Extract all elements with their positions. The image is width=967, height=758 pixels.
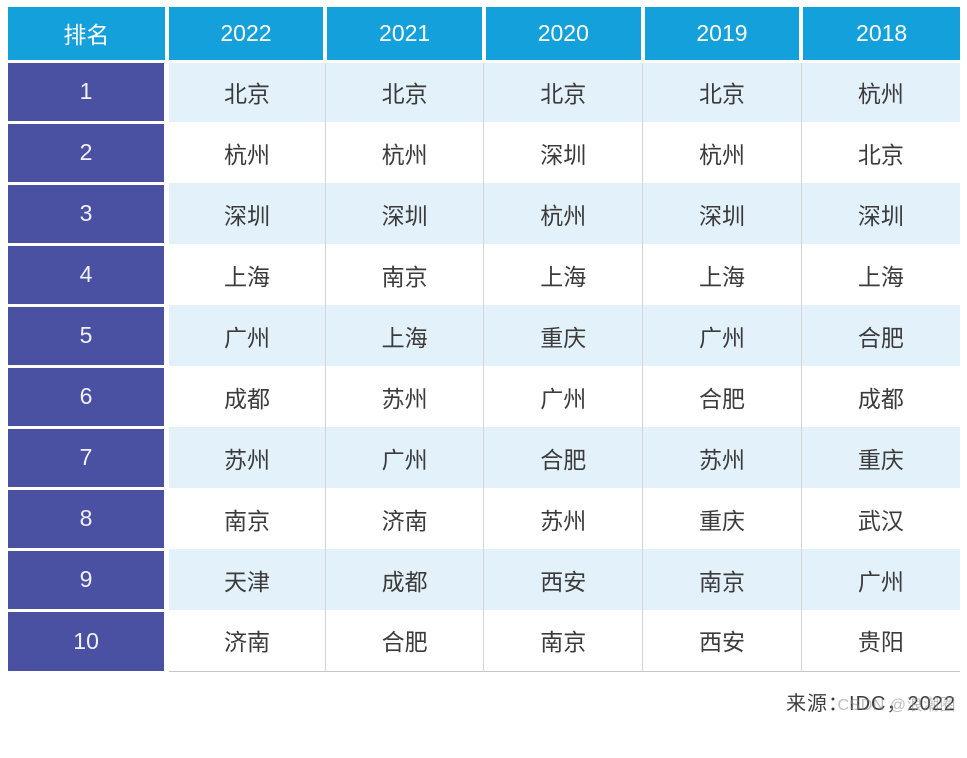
city-cell: 杭州 [801,61,960,122]
city-cell: 合肥 [801,305,960,366]
table-row: 7 苏州 广州 合肥 苏州 重庆 [8,427,960,490]
footer: 来源：IDC，2022 CSDN @浪潮圈 [8,672,960,716]
city-cell: 合肥 [642,366,802,427]
city-cell: 杭州 [642,122,802,183]
city-cell: 济南 [166,610,326,672]
city-cell: 上海 [166,244,326,305]
source-note: 来源：IDC，2022 [786,692,956,715]
city-cell: 广州 [801,549,960,610]
city-cell: 重庆 [801,427,960,488]
city-cell: 济南 [325,488,485,549]
city-cell: 杭州 [166,122,326,183]
rank-cell: 2 [8,122,170,185]
table-row: 9 天津 成都 西安 南京 广州 [8,549,960,612]
city-cell: 上海 [801,244,960,305]
header-cell-2021: 2021 [325,7,486,63]
rank-cell: 7 [8,427,170,490]
header-cell-2020: 2020 [483,7,645,63]
rank-cell: 10 [8,610,170,671]
rank-cell: 8 [8,488,170,551]
city-cell: 广州 [325,427,485,488]
city-cell: 武汉 [801,488,960,549]
city-cell: 广州 [166,305,326,366]
city-cell: 杭州 [483,183,644,244]
city-cell: 广州 [483,366,644,427]
city-cell: 北京 [325,61,485,122]
table-row: 4 上海 南京 上海 上海 上海 [8,244,960,307]
table-row: 3 深圳 深圳 杭州 深圳 深圳 [8,183,960,246]
city-cell: 杭州 [325,122,485,183]
header-cell-2019: 2019 [642,7,804,63]
city-cell: 苏州 [642,427,802,488]
city-cell: 北京 [483,61,644,122]
city-cell: 北京 [166,61,326,122]
city-ranking-table: 排名 2022 2021 2020 2019 2018 1 北京 北京 北京 北京 杭州 2… [8,7,960,672]
header-cell-rank: 排名 [8,7,169,63]
table-row: 6 成都 苏州 广州 合肥 成都 [8,366,960,429]
table-row: 2 杭州 杭州 深圳 杭州 北京 [8,122,960,185]
city-cell: 合肥 [325,610,485,672]
city-cell: 深圳 [483,122,644,183]
rank-cell: 5 [8,305,170,368]
rank-cell: 6 [8,366,170,429]
city-cell: 重庆 [483,305,644,366]
city-cell: 南京 [166,488,326,549]
city-cell: 南京 [483,610,644,672]
city-cell: 苏州 [483,488,644,549]
table-row: 8 南京 济南 苏州 重庆 武汉 [8,488,960,551]
city-cell: 深圳 [801,183,960,244]
city-cell: 深圳 [642,183,802,244]
header-cell-2018: 2018 [801,7,960,63]
rank-cell: 3 [8,183,170,246]
city-cell: 北京 [642,61,802,122]
table-row: 10 济南 合肥 南京 西安 贵阳 [8,610,960,672]
table-body: 1 北京 北京 北京 北京 杭州 2 杭州 杭州 深圳 杭州 北京 3 深圳 深圳 杭州 深圳 深圳 4 上海 南京 上海… [8,61,960,672]
city-cell: 合肥 [483,427,644,488]
city-cell: 上海 [483,244,644,305]
city-cell: 西安 [483,549,644,610]
city-cell: 上海 [325,305,485,366]
city-cell: 上海 [642,244,802,305]
header-row: 排名 2022 2021 2020 2019 2018 [8,7,960,63]
city-cell: 南京 [642,549,802,610]
city-cell: 苏州 [166,427,326,488]
city-cell: 北京 [801,122,960,183]
city-cell: 重庆 [642,488,802,549]
city-cell: 成都 [166,366,326,427]
city-cell: 苏州 [325,366,485,427]
table-row: 1 北京 北京 北京 北京 杭州 [8,61,960,124]
city-cell: 广州 [642,305,802,366]
table-row: 5 广州 上海 重庆 广州 合肥 [8,305,960,368]
rank-cell: 1 [8,61,170,124]
city-cell: 成都 [325,549,485,610]
rank-cell: 4 [8,244,170,307]
header-cell-2022: 2022 [166,7,328,63]
city-cell: 深圳 [325,183,485,244]
city-cell: 深圳 [166,183,326,244]
city-cell: 南京 [325,244,485,305]
rank-cell: 9 [8,549,170,612]
city-cell: 成都 [801,366,960,427]
city-cell: 天津 [166,549,326,610]
city-cell: 贵阳 [801,610,960,672]
city-cell: 西安 [642,610,802,672]
